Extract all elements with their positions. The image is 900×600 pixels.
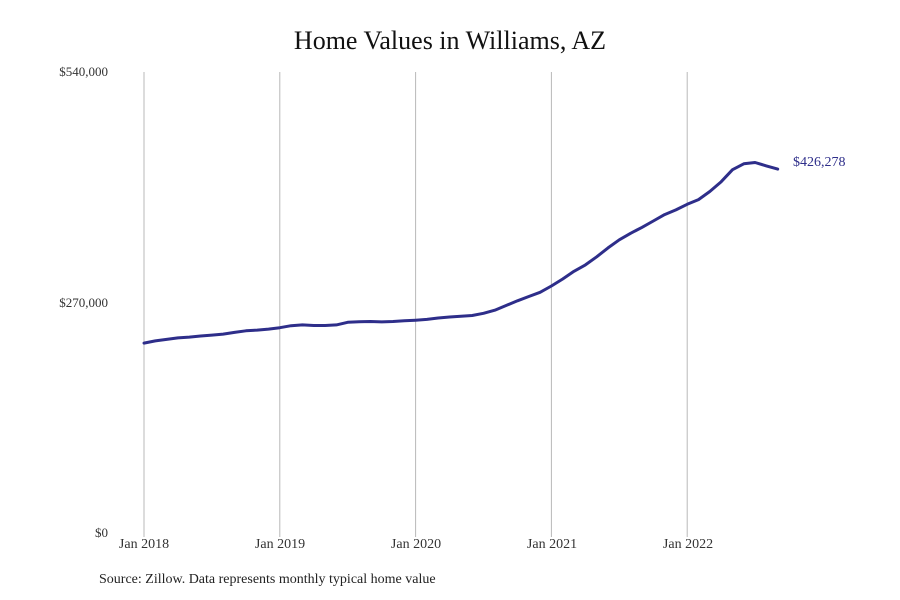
y-tick-270000: $270,000 (59, 295, 108, 310)
source-note: Source: Zillow. Data represents monthly … (99, 572, 436, 587)
x-tick-jan-2018: Jan 2018 (118, 537, 170, 552)
x-tick-jan-2022: Jan 2022 (662, 537, 714, 552)
chart-title: Home Values in Williams, AZ (293, 26, 607, 55)
x-tick-jan-2020: Jan 2020 (390, 537, 442, 552)
x-tick-jan-2019: Jan 2019 (254, 537, 306, 552)
vertical-gridlines (143, 72, 688, 537)
end-value-label: $426,278 (793, 155, 846, 170)
home-value-line (142, 161, 780, 345)
y-tick-0: $0 (95, 525, 108, 540)
y-tick-540000: $540,000 (59, 64, 108, 79)
x-tick-jan-2021: Jan 2021 (526, 537, 578, 552)
